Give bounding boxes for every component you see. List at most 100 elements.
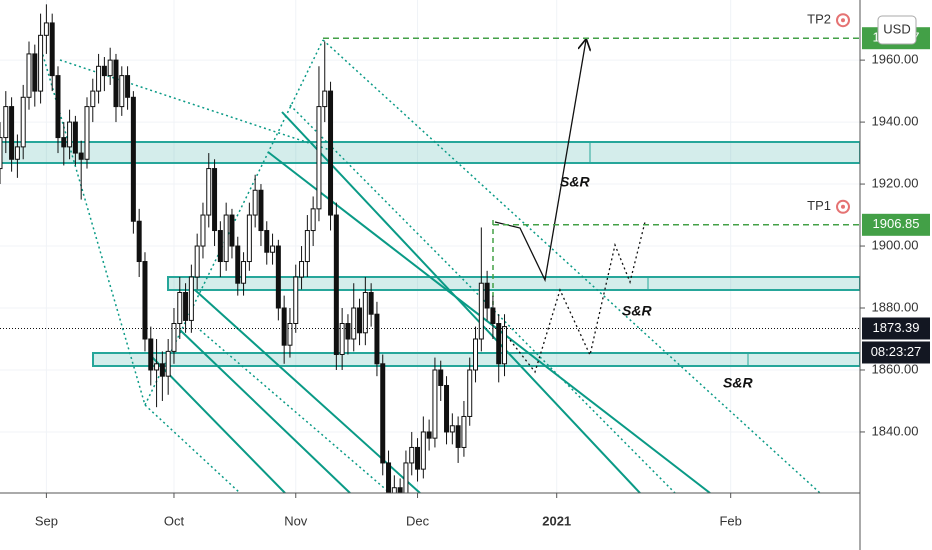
candle-body	[281, 307, 287, 346]
x-tick-label: Dec	[406, 513, 430, 528]
candle-body	[154, 363, 160, 371]
price-badge	[862, 317, 930, 340]
candle-body	[148, 338, 154, 371]
candle-body	[420, 431, 426, 470]
candle-body	[246, 214, 252, 263]
candle-body	[165, 350, 171, 377]
levels: TP21967.07TP11906.85	[323, 12, 930, 236]
candle-body	[107, 59, 113, 77]
currency-label[interactable]: USD	[883, 21, 910, 36]
candle-body	[316, 106, 322, 210]
candle-body	[212, 168, 218, 232]
candle-body	[270, 245, 276, 253]
tp-badge	[862, 213, 930, 236]
candle-body	[351, 307, 357, 340]
tp-icon	[841, 204, 845, 209]
candle-body	[101, 65, 107, 77]
tp-icon	[836, 13, 850, 28]
y-tick-label: 1920.00	[872, 175, 919, 190]
candle-body	[322, 90, 328, 108]
candle-body	[194, 245, 200, 278]
candle-body	[409, 446, 415, 464]
candle-body	[275, 245, 281, 309]
zone	[0, 141, 860, 164]
candle-body	[188, 276, 194, 321]
candle-body	[339, 323, 345, 355]
candle-body	[142, 261, 148, 340]
candle-body	[252, 189, 258, 216]
candle-body	[484, 282, 490, 309]
pitchfork-dotted	[39, 39, 821, 493]
candle-body	[333, 214, 339, 355]
candle-body	[432, 369, 438, 439]
candle-body	[287, 323, 293, 346]
candle-body	[217, 230, 223, 263]
y-tick-label: 1900.00	[872, 237, 919, 252]
candle-body	[310, 208, 316, 232]
candle-body	[478, 282, 484, 340]
x-tick-label: Nov	[284, 513, 308, 528]
candle-body	[241, 261, 247, 284]
candle-body	[26, 53, 32, 98]
candle-body	[391, 487, 397, 493]
candle-body	[258, 189, 264, 232]
candle-body	[444, 384, 450, 433]
candle-body	[3, 106, 9, 139]
candle-body	[49, 22, 55, 77]
y-tick-label: 1860.00	[872, 361, 919, 376]
candle-body	[183, 292, 189, 321]
annotation: S&R	[622, 303, 652, 319]
candle-body	[264, 230, 270, 253]
candle-body	[403, 462, 409, 493]
candle-body	[467, 369, 473, 417]
candle-body	[293, 276, 299, 325]
candle-body	[14, 146, 20, 160]
x-tick-label: Sep	[35, 513, 58, 528]
candle-body	[229, 214, 235, 247]
candle-body	[374, 313, 380, 365]
candle-body	[455, 425, 461, 448]
candle-body	[502, 326, 508, 365]
candle-body	[438, 369, 444, 386]
zone	[167, 276, 860, 291]
candle-body	[113, 59, 119, 108]
candle-body	[130, 96, 136, 222]
candle-body	[380, 363, 386, 464]
y-tick-label: 1840.00	[872, 423, 919, 438]
candle-body	[171, 323, 177, 352]
candle-body	[0, 137, 3, 170]
candle-body	[125, 75, 131, 98]
countdown: 08:23:27	[871, 344, 922, 359]
pitchfork	[149, 111, 711, 493]
candle-body	[55, 75, 61, 139]
y-tick-label: 1880.00	[872, 299, 919, 314]
candle-body	[345, 323, 351, 340]
candle-body	[61, 137, 67, 148]
candle-body	[235, 245, 241, 284]
tp-icon	[836, 199, 850, 214]
currency-button[interactable]	[877, 15, 917, 45]
candle-body	[43, 22, 49, 36]
candle-body	[38, 34, 44, 92]
candle-body	[426, 431, 432, 439]
candle-body	[490, 307, 496, 325]
candle-body	[299, 261, 305, 278]
annotation: S&R	[723, 375, 753, 391]
projection-dotted	[509, 221, 646, 374]
candle-body	[415, 446, 421, 470]
x-tick-label: Oct	[164, 513, 185, 528]
x-tick-label: Feb	[719, 513, 741, 528]
candle-body	[67, 121, 73, 148]
candle-body	[357, 307, 363, 334]
candle-body	[9, 106, 15, 160]
x-tick-label: 2021	[542, 513, 571, 528]
tp-icon	[841, 18, 845, 23]
tp-label: TP2	[807, 12, 831, 27]
candle-body	[84, 106, 90, 160]
candle-body	[386, 462, 392, 493]
annotation: S&R	[560, 174, 590, 190]
candle-body	[461, 415, 467, 448]
candle-body	[177, 292, 183, 325]
candle-body	[200, 214, 206, 247]
